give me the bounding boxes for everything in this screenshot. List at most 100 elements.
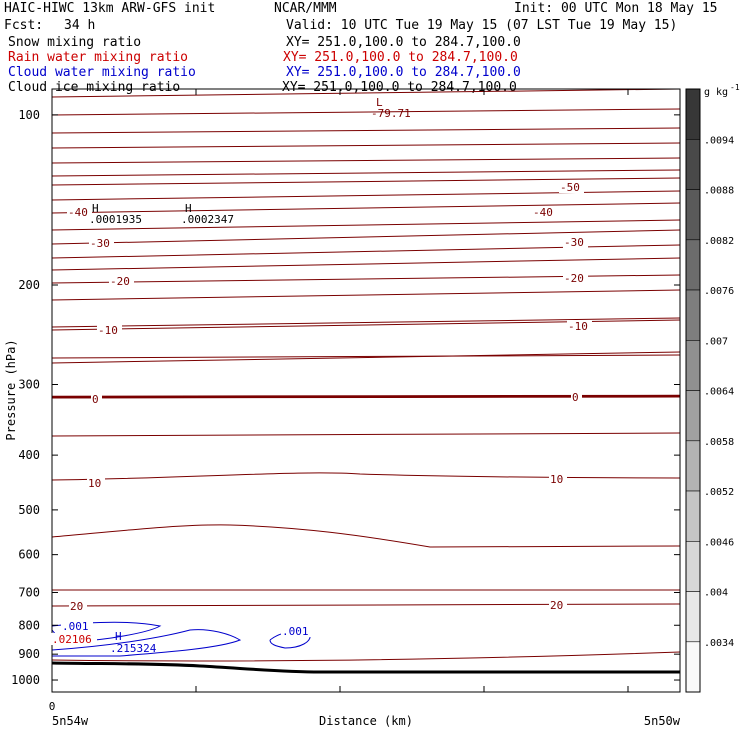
isotherm <box>51 142 681 149</box>
isotherm <box>51 354 681 359</box>
field-name-cloud-water: Cloud water mixing ratio <box>8 65 196 80</box>
low-marker: L <box>376 96 383 109</box>
high-value: .0002347 <box>181 213 234 226</box>
isotherm-label: 20 <box>70 600 83 613</box>
low-value: -79.71 <box>371 107 411 120</box>
isotherm-label: 0 <box>92 393 99 406</box>
y-tick-label: 700 <box>18 585 40 599</box>
y-tick-label: 800 <box>18 618 40 632</box>
isotherm-label: -20 <box>564 272 584 285</box>
label-background <box>281 625 313 637</box>
colorbar-swatch <box>685 289 701 341</box>
isotherm-label: 10 <box>88 477 101 490</box>
cloud-water-label: .001 <box>62 620 89 633</box>
label-background <box>89 237 114 249</box>
y-tick-label: 300 <box>18 378 40 392</box>
colorbar-label: .0052 <box>704 487 734 498</box>
colorbar-swatch <box>685 540 701 592</box>
x-axis-label: Distance (km) <box>319 714 413 728</box>
label-background <box>87 477 105 489</box>
label-background <box>567 320 592 332</box>
isotherm-label: 10 <box>550 473 563 486</box>
label-background <box>69 600 87 612</box>
colorbar-swatch <box>685 88 701 140</box>
label-background <box>51 633 97 645</box>
y-axis-label: Pressure (hPa) <box>4 339 18 440</box>
x-start-label: 5n54w <box>52 714 89 728</box>
colorbar-unit-exponent: -1 <box>730 83 740 92</box>
isotherm <box>51 257 681 271</box>
colorbar-label: .0076 <box>704 286 734 297</box>
field-xy-rain: XY= 251.0,100.0 to 284.7,100.0 <box>283 50 518 65</box>
isotherm <box>51 432 681 437</box>
terrain-line <box>51 661 680 674</box>
colorbar-swatch <box>685 591 701 643</box>
colorbar-swatch <box>685 239 701 291</box>
isotherm <box>51 289 681 301</box>
forecast-label: Fcst: <box>4 18 44 33</box>
plot-frame <box>51 88 681 693</box>
label-background <box>97 324 122 336</box>
y-tick-label: 1000 <box>11 673 40 687</box>
colorbar-swatch <box>685 440 701 492</box>
colorbar-swatch <box>685 390 701 442</box>
forecast-hour: 34 h <box>64 18 96 33</box>
isotherm <box>51 177 681 186</box>
y-tick-label: 600 <box>18 548 40 562</box>
colorbar-swatch <box>685 339 701 391</box>
label-background <box>67 206 92 218</box>
y-tick-label: 500 <box>18 503 40 517</box>
isotherm-label: -10 <box>568 320 588 333</box>
isotherm-label: -30 <box>90 237 110 250</box>
init-time: Init: 00 UTC Mon 18 May 15 <box>514 1 718 16</box>
y-tick-label: 400 <box>18 448 40 462</box>
field-name-rain: Rain water mixing ratio <box>8 50 189 65</box>
label-background <box>571 391 582 403</box>
isotherm <box>51 472 681 481</box>
colorbar-label: .0034 <box>704 638 734 649</box>
colorbar-label: .0082 <box>704 236 734 247</box>
isotherm <box>51 169 681 177</box>
field-xy-cloud-water: XY= 251.0,100.0 to 284.7,100.0 <box>286 65 521 80</box>
isotherm <box>51 88 681 98</box>
label-background <box>109 275 134 287</box>
isotherm <box>51 202 681 214</box>
colorbar-swatch <box>685 641 701 693</box>
label-background <box>549 599 567 611</box>
isotherm <box>51 108 681 116</box>
x-tick-label: 0 <box>49 700 56 713</box>
colorbar-swatch <box>685 490 701 542</box>
x-end-label: 5n50w <box>644 714 681 728</box>
isotherm <box>51 651 681 662</box>
high-value: .215324 <box>110 642 157 655</box>
cloud-water-label: .001 <box>282 625 309 638</box>
isotherm <box>51 157 681 164</box>
isotherm <box>51 524 681 548</box>
isotherm <box>51 127 681 134</box>
isotherm <box>51 190 681 201</box>
isotherm-label: -40 <box>68 206 88 219</box>
y-tick-label: 200 <box>18 278 40 292</box>
colorbar-swatch <box>685 139 701 190</box>
label-background <box>532 206 557 218</box>
isotherm-label: -50 <box>560 181 580 194</box>
label-background <box>91 393 102 405</box>
colorbar-label: .0088 <box>704 186 734 197</box>
rain-label: .02106 <box>52 633 92 646</box>
colorbar-label: .0094 <box>704 135 734 146</box>
isotherm <box>51 603 681 607</box>
field-xy-snow: XY= 251.0,100.0 to 284.7,100.0 <box>286 35 521 50</box>
org-label: NCAR/MMM <box>274 1 337 16</box>
y-tick-label: 900 <box>18 647 40 661</box>
colorbar-unit: g kg <box>704 87 728 98</box>
colorbar-frame <box>685 88 701 693</box>
colorbar-swatch <box>685 189 701 241</box>
isotherm-label: -30 <box>564 236 584 249</box>
isotherm <box>51 229 681 245</box>
isotherm-label: -10 <box>98 324 118 337</box>
isotherm-label: 20 <box>550 599 563 612</box>
cloud-water-contour <box>51 629 242 657</box>
colorbar-label: .0046 <box>704 537 734 548</box>
high-marker: H <box>185 202 192 215</box>
